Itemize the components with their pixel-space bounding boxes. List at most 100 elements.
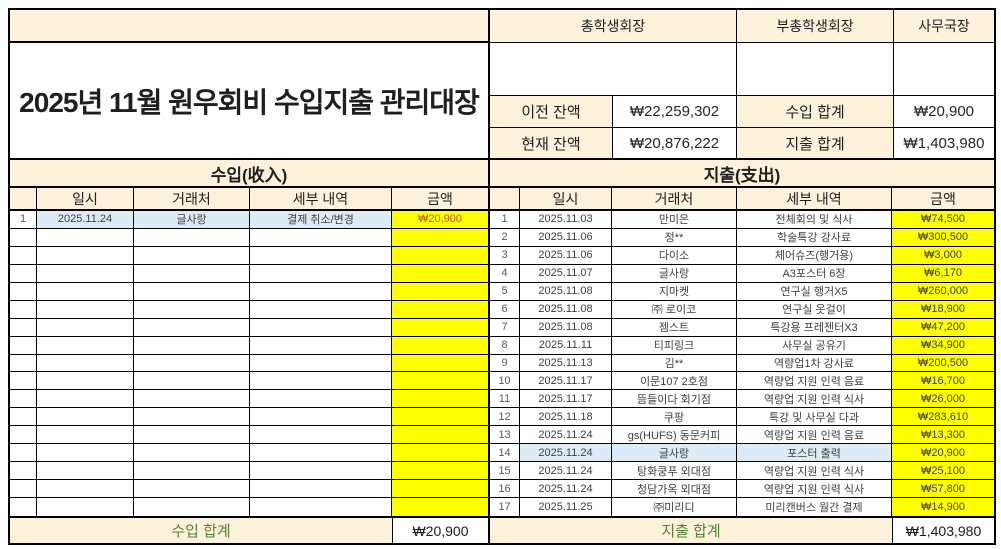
cell-amount[interactable]: [392, 444, 488, 462]
cell-amount[interactable]: ₩260,000: [892, 282, 994, 300]
cell-vendor[interactable]: [134, 246, 250, 264]
cell-detail[interactable]: [250, 336, 392, 354]
cell-vendor[interactable]: 젬스트: [612, 318, 737, 336]
cell-date[interactable]: [37, 426, 134, 444]
cell-detail[interactable]: 역량업 지원 인력 식사: [737, 480, 892, 498]
cell-amount[interactable]: ₩57,800: [892, 480, 994, 498]
cell-detail[interactable]: [250, 426, 392, 444]
cell-date[interactable]: 2025.11.17: [520, 372, 612, 390]
cell-date[interactable]: 2025.11.06: [520, 246, 612, 264]
cell-detail[interactable]: [250, 282, 392, 300]
cell-detail[interactable]: 포스터 출력: [737, 444, 892, 462]
cell-date[interactable]: [37, 498, 134, 516]
cell-date[interactable]: [37, 300, 134, 318]
cell-detail[interactable]: 역량업1차 강사료: [737, 354, 892, 372]
cell-amount[interactable]: ₩200,500: [892, 354, 994, 372]
cell-amount[interactable]: [392, 372, 488, 390]
cell-amount[interactable]: [392, 426, 488, 444]
cell-detail[interactable]: [250, 372, 392, 390]
signature-cell-president[interactable]: [490, 43, 737, 96]
curr-balance-value[interactable]: ₩20,876,222: [613, 128, 737, 158]
cell-detail[interactable]: 역량업 지원 인력 식사: [737, 462, 892, 480]
cell-detail[interactable]: 역량업 지원 인력 음료: [737, 426, 892, 444]
cell-date[interactable]: 2025.11.07: [520, 264, 612, 282]
cell-date[interactable]: [37, 336, 134, 354]
cell-amount[interactable]: ₩25,100: [892, 462, 994, 480]
signature-cell-vice-president[interactable]: [737, 43, 894, 96]
cell-vendor[interactable]: [134, 282, 250, 300]
cell-amount[interactable]: ₩26,000: [892, 390, 994, 408]
cell-date[interactable]: 2025.11.08: [520, 318, 612, 336]
cell-vendor[interactable]: 탕화쿵푸 외대점: [612, 462, 737, 480]
cell-detail[interactable]: [250, 498, 392, 516]
cell-date[interactable]: [37, 282, 134, 300]
cell-vendor[interactable]: [134, 390, 250, 408]
cell-amount[interactable]: [392, 264, 488, 282]
cell-vendor[interactable]: 뜸들이다 회기점: [612, 390, 737, 408]
cell-detail[interactable]: A3포스터 6장: [737, 264, 892, 282]
cell-amount[interactable]: [392, 318, 488, 336]
cell-detail[interactable]: [250, 228, 392, 246]
cell-detail[interactable]: 역량업 지원 인력 음료: [737, 372, 892, 390]
cell-amount[interactable]: [392, 354, 488, 372]
cell-amount[interactable]: [392, 390, 488, 408]
cell-detail[interactable]: 연구실 옷걸이: [737, 300, 892, 318]
cell-amount[interactable]: [392, 228, 488, 246]
cell-date[interactable]: [37, 480, 134, 498]
cell-vendor[interactable]: [134, 228, 250, 246]
cell-vendor[interactable]: 청담가옥 외대점: [612, 480, 737, 498]
cell-date[interactable]: 2025.11.24: [520, 426, 612, 444]
cell-date[interactable]: [37, 444, 134, 462]
cell-vendor[interactable]: 쿠팡: [612, 408, 737, 426]
cell-amount[interactable]: ₩47,200: [892, 318, 994, 336]
cell-amount[interactable]: [392, 498, 488, 516]
cell-date[interactable]: 2025.11.25: [520, 498, 612, 516]
cell-detail[interactable]: 사무실 공유기: [737, 336, 892, 354]
cell-date[interactable]: [37, 228, 134, 246]
cell-vendor[interactable]: [134, 354, 250, 372]
cell-vendor[interactable]: 글사랑: [612, 264, 737, 282]
cell-date[interactable]: 2025.11.18: [520, 408, 612, 426]
cell-amount[interactable]: ₩283,610: [892, 408, 994, 426]
cell-date[interactable]: [37, 354, 134, 372]
cell-vendor[interactable]: 글사랑: [612, 444, 737, 462]
cell-date[interactable]: 2025.11.06: [520, 228, 612, 246]
cell-detail[interactable]: 미리캔버스 월간 결제: [737, 498, 892, 516]
cell-vendor[interactable]: [134, 426, 250, 444]
income-footer-total[interactable]: ₩20,900: [392, 518, 488, 543]
cell-detail[interactable]: [250, 246, 392, 264]
cell-amount[interactable]: ₩300,500: [892, 228, 994, 246]
cell-amount[interactable]: ₩20,900: [392, 211, 488, 228]
cell-detail[interactable]: 연구실 행거X5: [737, 282, 892, 300]
cell-amount[interactable]: [392, 408, 488, 426]
cell-detail[interactable]: [250, 390, 392, 408]
cell-date[interactable]: 2025.11.08: [520, 300, 612, 318]
cell-detail[interactable]: 전체회의 및 식사: [737, 211, 892, 228]
cell-vendor[interactable]: [134, 408, 250, 426]
cell-detail[interactable]: 결제 취소/변경: [250, 211, 392, 228]
cell-vendor[interactable]: 글사랑: [134, 211, 250, 228]
cell-vendor[interactable]: [134, 318, 250, 336]
cell-amount[interactable]: ₩74,500: [892, 211, 994, 228]
cell-detail[interactable]: [250, 408, 392, 426]
cell-vendor[interactable]: [134, 444, 250, 462]
cell-date[interactable]: 2025.11.08: [520, 282, 612, 300]
cell-vendor[interactable]: [134, 372, 250, 390]
cell-date[interactable]: 2025.11.13: [520, 354, 612, 372]
cell-detail[interactable]: 체어슈즈(행거용): [737, 246, 892, 264]
cell-vendor[interactable]: 만미은: [612, 211, 737, 228]
cell-amount[interactable]: ₩14,900: [892, 498, 994, 516]
cell-date[interactable]: 2025.11.24: [520, 444, 612, 462]
cell-detail[interactable]: [250, 462, 392, 480]
cell-vendor[interactable]: [134, 462, 250, 480]
cell-detail[interactable]: 역량업 지원 인력 식사: [737, 390, 892, 408]
cell-vendor[interactable]: 이문107 2호점: [612, 372, 737, 390]
cell-date[interactable]: [37, 462, 134, 480]
income-total-value[interactable]: ₩20,900: [894, 96, 994, 128]
cell-amount[interactable]: ₩34,900: [892, 336, 994, 354]
cell-amount[interactable]: ₩16,700: [892, 372, 994, 390]
cell-date[interactable]: [37, 408, 134, 426]
cell-amount[interactable]: [392, 246, 488, 264]
cell-date[interactable]: 2025.11.17: [520, 390, 612, 408]
cell-date[interactable]: 2025.11.11: [520, 336, 612, 354]
